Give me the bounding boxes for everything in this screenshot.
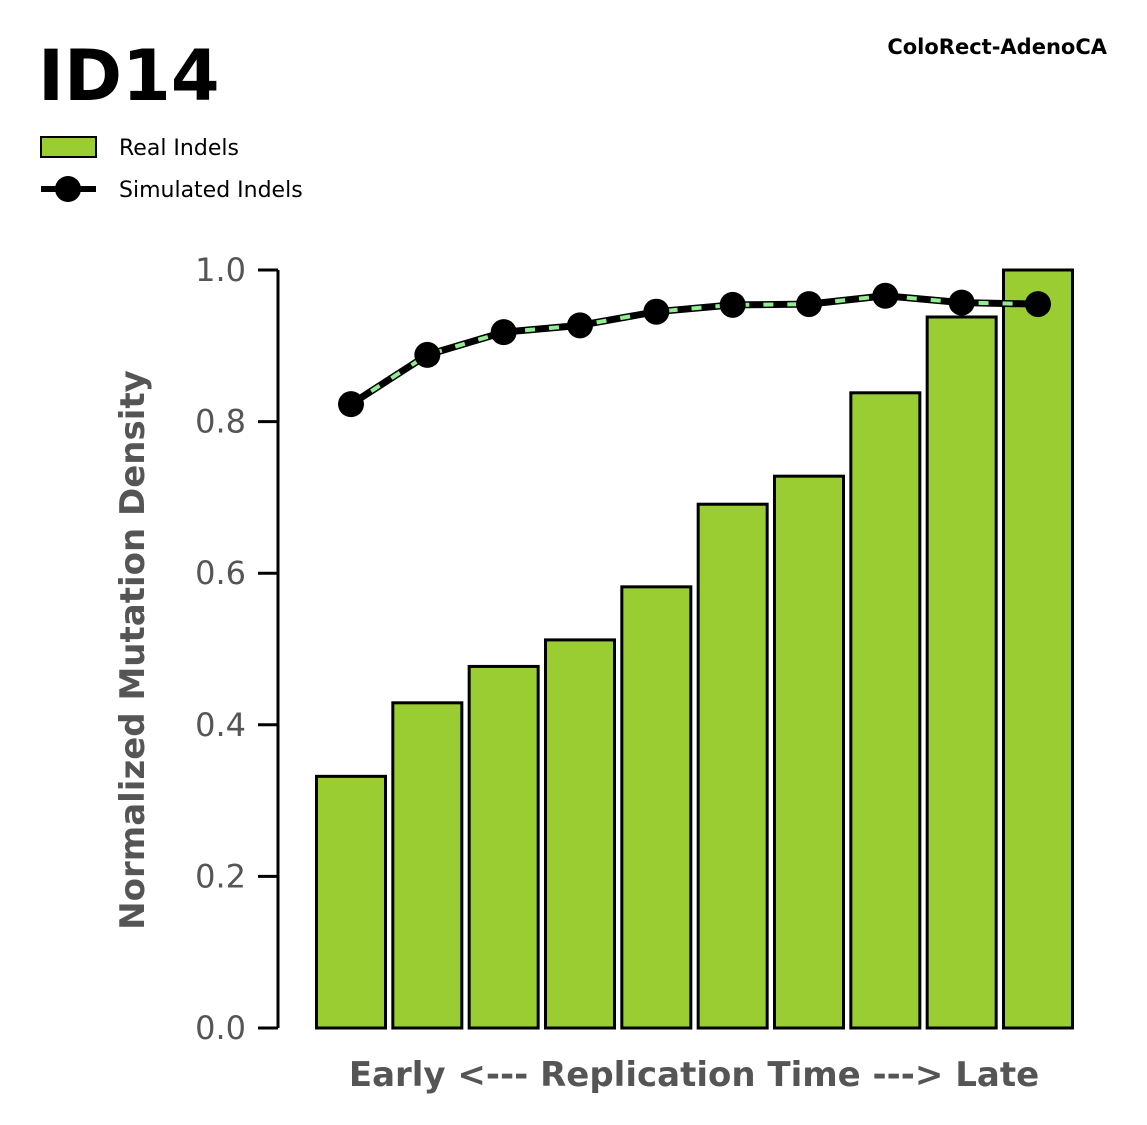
legend-marker-simulated-indels — [55, 176, 81, 202]
y-ticks: 0.0 0.2 0.4 0.6 0.8 1.0 — [195, 251, 278, 1047]
point-simulated-indels-7 — [796, 291, 822, 318]
point-simulated-indels-8 — [872, 282, 899, 309]
point-simulated-indels-5 — [643, 298, 670, 325]
point-simulated-indels-6 — [719, 291, 746, 318]
y-tick-label: 1.0 — [195, 251, 246, 289]
x-axis-label: Early <--- Replication Time ---> Late — [349, 1055, 1039, 1095]
point-simulated-indels-10 — [1025, 291, 1051, 318]
y-tick-label: 0.0 — [195, 1009, 246, 1047]
y-tick-label: 0.8 — [195, 403, 246, 441]
point-simulated-indels-9 — [948, 289, 975, 316]
chart-title: ID14 — [38, 35, 220, 117]
bar-real-indels-7 — [773, 474, 845, 1030]
point-simulated-indels-3 — [490, 319, 517, 346]
bar-real-indels-10 — [1002, 268, 1074, 1030]
point-simulated-indels-1 — [338, 391, 364, 418]
bar-real-indels-6 — [696, 502, 769, 1030]
point-simulated-indels-2 — [414, 341, 441, 368]
line-layer — [338, 282, 1051, 418]
bars-layer — [315, 268, 1074, 1030]
chart-subtitle: ColoRect-AdenoCA — [887, 35, 1107, 59]
bar-real-indels-1 — [315, 774, 387, 1030]
bar-real-indels-3 — [467, 664, 540, 1030]
legend-label-real-indels: Real Indels — [119, 136, 239, 161]
y-tick-label: 0.4 — [195, 706, 246, 744]
y-tick-label: 0.2 — [195, 857, 246, 895]
bar-real-indels-8 — [849, 391, 922, 1030]
legend: Real Indels Simulated Indels — [40, 136, 303, 203]
legend-label-simulated-indels: Simulated Indels — [119, 178, 303, 203]
bar-real-indels-9 — [925, 315, 998, 1030]
legend-swatch-real-indels — [40, 136, 97, 158]
y-tick-label: 0.6 — [195, 554, 246, 592]
y-axis-label: Normalized Mutation Density — [113, 370, 153, 930]
point-simulated-indels-4 — [567, 312, 593, 339]
line-simulated-indels-dash — [349, 293, 1039, 406]
plot-area: 0.0 0.2 0.4 0.6 0.8 1.0 — [195, 251, 1074, 1047]
bar-real-indels-4 — [544, 638, 616, 1030]
bar-real-indels-2 — [391, 701, 464, 1030]
bar-real-indels-5 — [620, 585, 693, 1030]
